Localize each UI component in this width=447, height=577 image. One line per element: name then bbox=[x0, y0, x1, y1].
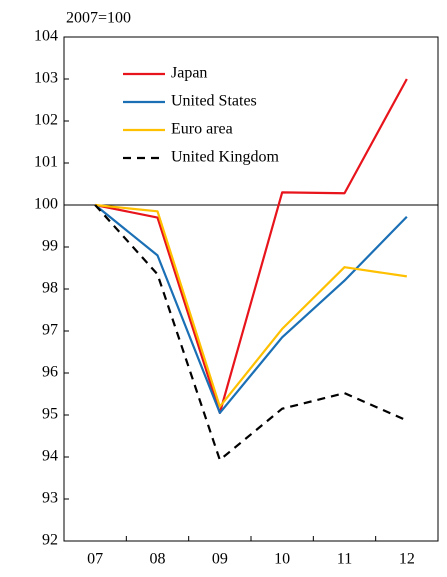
y-tick-label: 101 bbox=[34, 154, 58, 171]
y-tick-label: 102 bbox=[34, 112, 58, 129]
series-line bbox=[94, 78, 408, 414]
y-tick-label: 92 bbox=[42, 532, 58, 549]
x-tick-label: 09 bbox=[212, 551, 228, 568]
series-line bbox=[94, 204, 408, 462]
x-tick-label: 12 bbox=[399, 551, 415, 568]
legend-label: United States bbox=[171, 93, 257, 110]
series-line bbox=[94, 204, 408, 414]
plot-frame bbox=[63, 36, 439, 542]
x-tick-label: 08 bbox=[150, 551, 166, 568]
y-tick-label: 95 bbox=[42, 406, 58, 423]
legend-label: Japan bbox=[171, 65, 207, 82]
y-tick-label: 98 bbox=[42, 280, 58, 297]
legend-label: Euro area bbox=[171, 121, 233, 138]
y-tick-label: 96 bbox=[42, 364, 58, 381]
x-tick-label: 11 bbox=[337, 551, 352, 568]
y-tick-label: 103 bbox=[34, 70, 58, 87]
x-tick-label: 10 bbox=[274, 551, 290, 568]
series-line bbox=[95, 203, 407, 408]
legend-label: United Kingdom bbox=[171, 149, 280, 166]
y-tick-label: 99 bbox=[42, 238, 58, 255]
y-tick-label: 93 bbox=[42, 490, 58, 507]
y-tick-label: 100 bbox=[34, 196, 58, 213]
annotation: 2007=100 bbox=[66, 10, 131, 27]
x-tick-label: 07 bbox=[87, 551, 103, 568]
y-tick-label: 94 bbox=[42, 448, 58, 465]
y-tick-label: 97 bbox=[42, 322, 58, 339]
y-tick-label: 104 bbox=[34, 28, 58, 45]
